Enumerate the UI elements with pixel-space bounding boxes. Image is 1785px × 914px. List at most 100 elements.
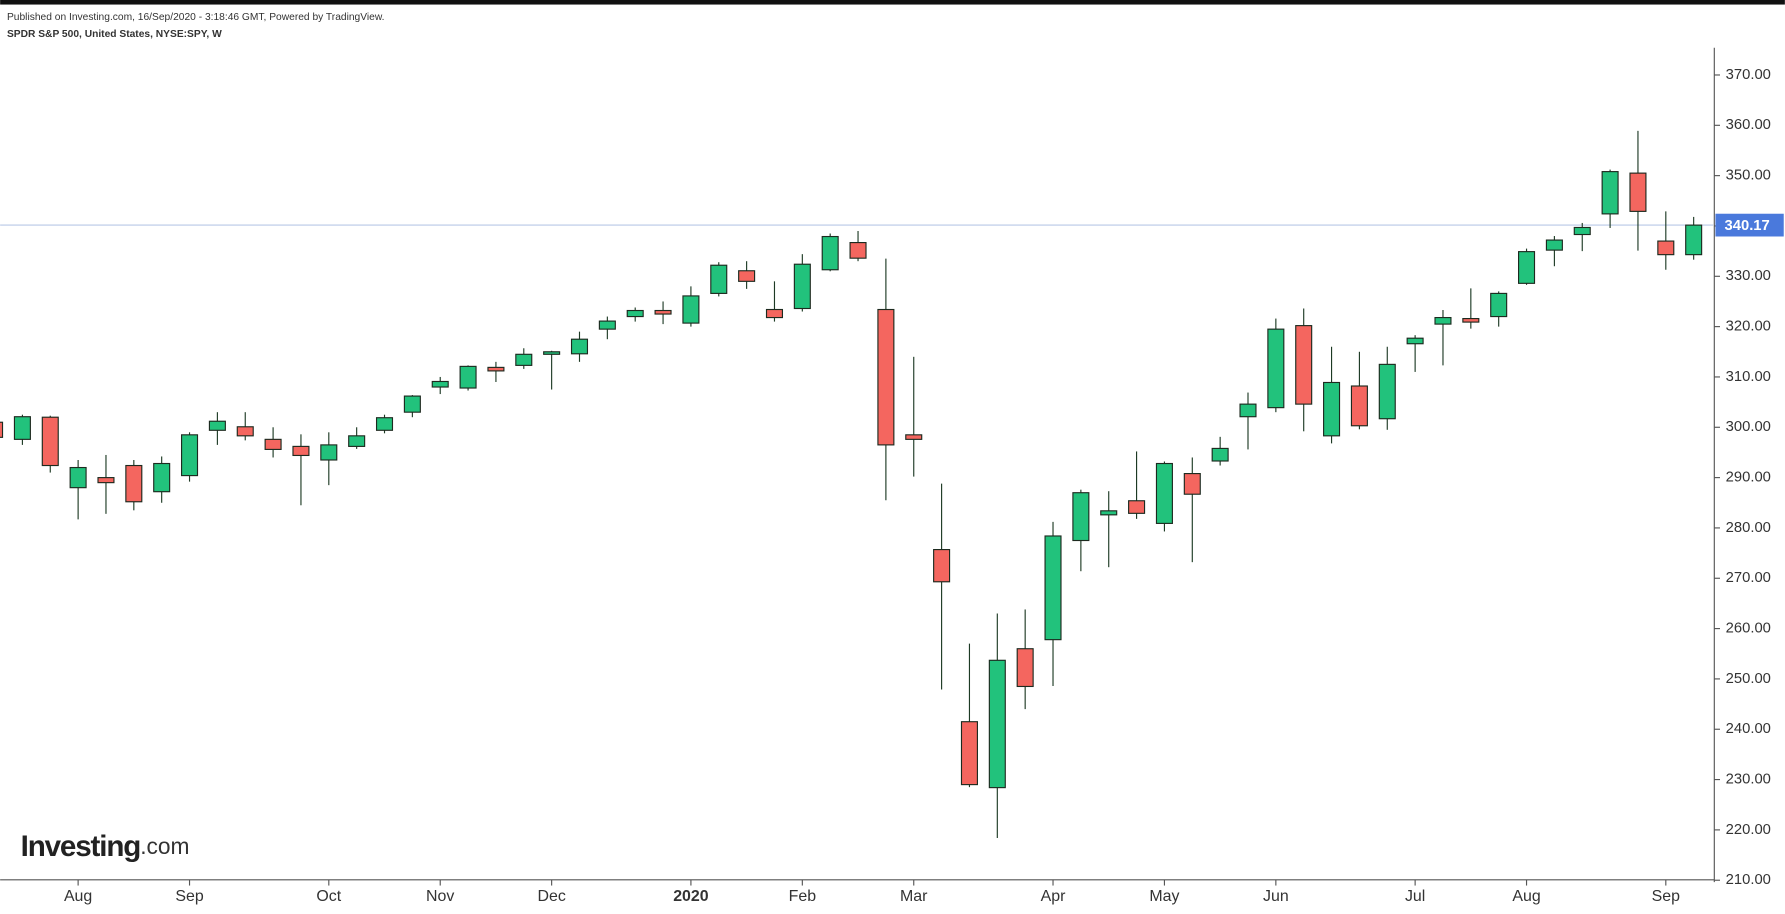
candle-body: [821, 235, 839, 271]
candle-body: [1016, 648, 1034, 688]
y-tick-label: 260.00: [1726, 620, 1771, 636]
candle-body: [1100, 510, 1118, 516]
candle-body: [153, 462, 171, 493]
top-bar: [0, 0, 1785, 5]
x-tick-label: May: [1149, 888, 1179, 905]
y-tick-label: 330.00: [1726, 268, 1771, 284]
candle-body: [1128, 500, 1146, 514]
x-tick-label: Nov: [426, 888, 454, 905]
candle-body: [97, 477, 115, 484]
candle-body: [487, 366, 505, 372]
last-price-tag: [1715, 213, 1784, 237]
candle-body: [236, 426, 254, 437]
candle-body: [41, 416, 59, 467]
candle-body: [180, 434, 199, 477]
candle-body: [682, 295, 700, 324]
candle-body: [1211, 447, 1229, 462]
candle-body: [1601, 171, 1619, 215]
candle-body: [1295, 325, 1313, 405]
candle-body: [988, 659, 1006, 789]
candle-body: [431, 380, 449, 388]
y-tick-label: 280.00: [1726, 520, 1771, 536]
x-tick-label: Jun: [1263, 888, 1289, 905]
candle-body: [710, 264, 728, 294]
candle-body: [765, 308, 784, 319]
candle-body: [292, 445, 310, 457]
candle-body: [1462, 317, 1480, 323]
x-tick-label: Aug: [1512, 888, 1540, 905]
candle-body: [1434, 316, 1452, 325]
y-tick-label: 360.00: [1726, 117, 1771, 133]
candle-body: [1350, 385, 1368, 427]
x-tick-label: Aug: [64, 888, 92, 905]
candle-body: [1044, 535, 1062, 641]
candle-body: [403, 395, 421, 413]
candle-body: [793, 263, 811, 310]
logo-brand: Investing: [21, 830, 141, 863]
candle-body: [13, 416, 31, 440]
last-price-label: 340.17: [1725, 218, 1770, 234]
y-tick-label: 240.00: [1726, 721, 1771, 737]
candle-body: [459, 365, 477, 389]
candle-body: [264, 438, 282, 450]
candle-body: [1406, 337, 1424, 345]
candle-body: [348, 435, 366, 447]
logo-suffix: .com: [140, 833, 189, 859]
candle-body: [1378, 363, 1396, 420]
y-tick-label: 350.00: [1726, 168, 1771, 184]
y-tick-label: 310.00: [1726, 369, 1771, 385]
y-tick-label: 270.00: [1726, 570, 1771, 586]
candle-body: [1629, 172, 1647, 212]
y-tick-label: 320.00: [1726, 319, 1771, 335]
candle-body: [626, 309, 644, 318]
x-tick-label: 2020: [673, 888, 709, 905]
candle-body: [738, 270, 756, 282]
x-tick-label: Dec: [537, 888, 565, 905]
x-tick-label: Apr: [1041, 888, 1066, 905]
candle-body: [1072, 492, 1090, 542]
candle-body: [1657, 240, 1675, 256]
x-tick-label: Sep: [1652, 888, 1680, 905]
y-tick-label: 290.00: [1726, 470, 1771, 486]
candle-body: [1239, 403, 1257, 418]
candle-body: [1685, 224, 1703, 256]
candle-body: [1573, 226, 1591, 236]
candle-body: [1267, 328, 1285, 409]
x-tick-label: Oct: [316, 888, 341, 905]
y-tick-label: 230.00: [1726, 771, 1771, 787]
candle-body: [933, 549, 951, 583]
plot-area: 210.00 220.00 230.00 240.00 250.00 260.00 270.…: [0, 47, 1784, 905]
candle-body: [570, 338, 589, 355]
x-tick-label: Jul: [1405, 888, 1425, 905]
candle-body: [69, 466, 87, 489]
y-tick-label: 300.00: [1726, 419, 1771, 435]
x-tick-label: Sep: [175, 888, 203, 905]
logo: Investing.com: [21, 830, 190, 863]
y-tick-label: 220.00: [1726, 822, 1771, 838]
published-note: Published on Investing.com, 16/Sep/2020 …: [7, 12, 385, 23]
candle-body: [0, 421, 4, 438]
candle-body: [515, 353, 533, 366]
candle-body: [1323, 381, 1341, 437]
candle-body: [1545, 239, 1563, 251]
y-tick-label: 210.00: [1726, 872, 1771, 888]
candle-body: [543, 351, 561, 355]
candle-body: [654, 309, 672, 315]
candle-body: [1155, 462, 1173, 524]
chart-title: SPDR S&P 500, United States, NYSE:SPY, W: [7, 29, 222, 40]
candle-body: [905, 434, 923, 440]
x-tick-label: Feb: [789, 888, 817, 905]
candle-body: [375, 417, 394, 431]
candle-body: [877, 308, 895, 446]
candle-body: [1518, 251, 1536, 284]
y-tick-label: 370.00: [1726, 67, 1771, 83]
candle-body: [125, 464, 143, 503]
x-tick-label: Mar: [900, 888, 928, 905]
candle-body: [598, 320, 616, 330]
candle-body: [1490, 292, 1508, 318]
y-tick-label: 250.00: [1726, 671, 1771, 687]
candle-body: [1183, 473, 1201, 495]
candle-body: [208, 420, 226, 431]
